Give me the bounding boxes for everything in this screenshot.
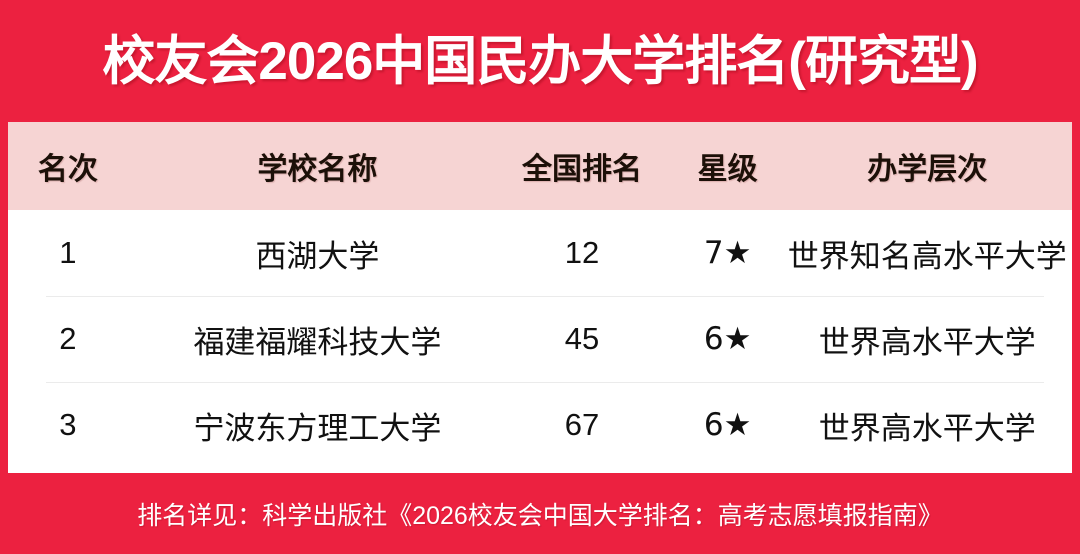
table-row: 3 宁波东方理工大学 67 6★ 世界高水平大学 <box>8 382 1072 468</box>
cell-rank: 3 <box>59 407 77 442</box>
page-title: 校友会2026中国民办大学排名(研究型) <box>102 31 978 91</box>
poster-title-bar: 校友会2026中国民办大学排名(研究型) <box>0 0 1080 122</box>
cell-level: 世界高水平大学 <box>818 410 1036 446</box>
cell-stars: 6★ <box>703 407 752 443</box>
cell-level: 世界知名高水平大学 <box>787 238 1067 274</box>
cell-school-name: 西湖大学 <box>255 238 380 274</box>
cell-school-name: 宁波东方理工大学 <box>193 410 442 446</box>
table-header-row: 名次 学校名称 全国排名 星级 办学层次 <box>8 122 1072 210</box>
cell-national-rank: 67 <box>564 407 600 442</box>
cell-rank: 2 <box>59 321 77 356</box>
column-header-rank: 名次 <box>37 153 98 186</box>
cell-national-rank: 45 <box>564 321 600 356</box>
cell-rank: 1 <box>59 235 77 270</box>
column-header-school-name: 学校名称 <box>257 153 378 186</box>
cell-stars: 7★ <box>703 235 752 271</box>
column-header-national-rank: 全国排名 <box>521 153 642 186</box>
ranking-table: 名次 学校名称 全国排名 星级 办学层次 1 西湖大学 12 7★ 世界知名高水… <box>8 122 1072 473</box>
cell-stars: 6★ <box>703 321 752 357</box>
cell-school-name: 福建福耀科技大学 <box>193 324 442 360</box>
source-note: 排名详见：科学出版社《2026校友会中国大学排名：高考志愿填报指南》 <box>137 501 943 530</box>
poster-footer: 排名详见：科学出版社《2026校友会中国大学排名：高考志愿填报指南》 <box>0 473 1080 554</box>
cell-national-rank: 12 <box>564 235 600 270</box>
table-row: 1 西湖大学 12 7★ 世界知名高水平大学 <box>8 210 1072 296</box>
column-header-stars: 星级 <box>697 153 758 186</box>
column-header-level: 办学层次 <box>867 153 988 186</box>
cell-level: 世界高水平大学 <box>818 324 1036 360</box>
table-row: 2 福建福耀科技大学 45 6★ 世界高水平大学 <box>8 296 1072 382</box>
